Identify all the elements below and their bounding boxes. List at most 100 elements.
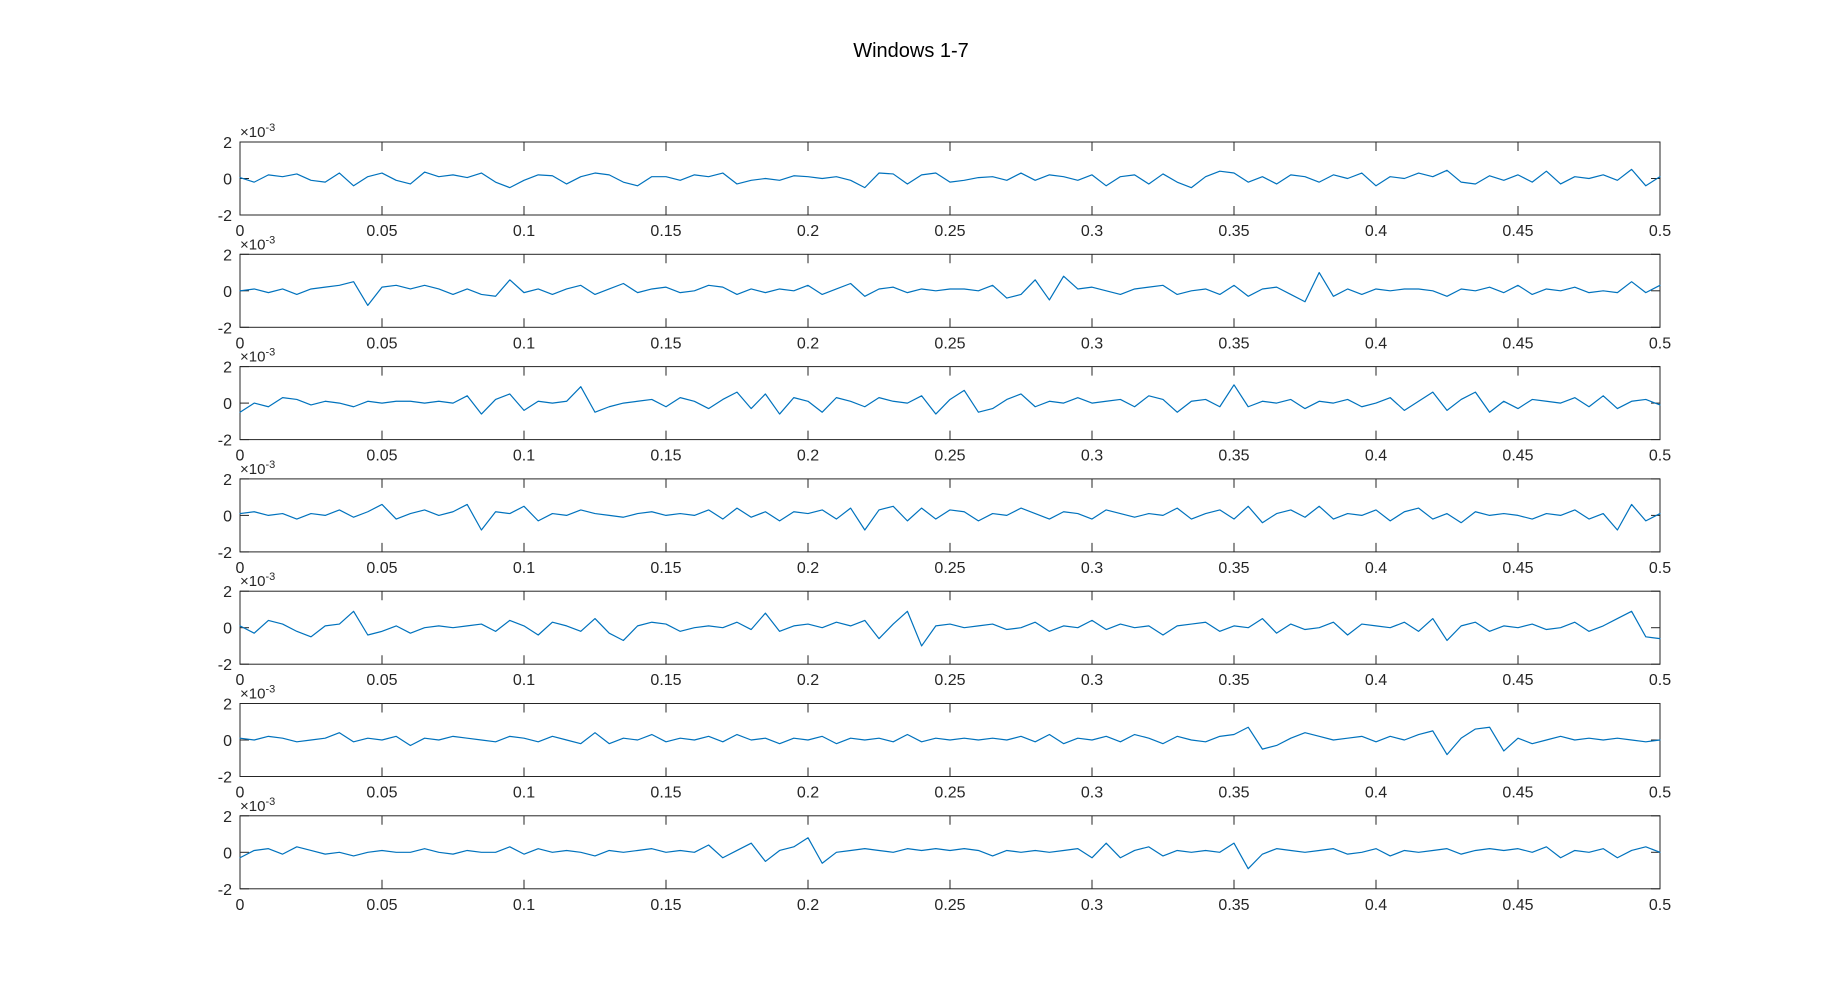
y-tick-label: 0: [223, 396, 232, 413]
y-tick-label: 2: [223, 360, 232, 377]
x-tick-label: 0.15: [650, 785, 681, 802]
x-tick-label: 0: [236, 335, 245, 352]
y-tick-label: 2: [223, 584, 232, 601]
x-tick-label: 0.5: [1649, 672, 1671, 689]
x-tick-label: 0.25: [934, 672, 965, 689]
x-tick-label: 0.45: [1502, 785, 1533, 802]
x-tick-label: 0.2: [797, 223, 819, 240]
x-tick-label: 0.15: [650, 335, 681, 352]
axes-box: [239, 141, 1661, 216]
subplot-6: 0 0.05 0.1 0.15 0.2 0.25 0.3 0.35 0.4 0.45 0.5-202…: [218, 684, 1671, 802]
x-tick-label: 0.2: [797, 448, 819, 465]
x-tick-label: 0.3: [1081, 672, 1103, 689]
x-tick-label: 0.45: [1502, 448, 1533, 465]
x-tick-label: 0.15: [650, 223, 681, 240]
y-exponent-label: ×10-3: [240, 796, 275, 815]
x-tick-label: 0.15: [650, 448, 681, 465]
y-exponent-label: ×10-3: [240, 459, 275, 478]
x-tick-label: 0.1: [513, 897, 535, 914]
x-tick-label: 0.05: [366, 897, 397, 914]
x-tick-label: 0.1: [513, 672, 535, 689]
y-tick-label: -2: [218, 433, 232, 450]
x-tick-label: 0.5: [1649, 897, 1671, 914]
axes-box: [239, 815, 1661, 890]
y-tick-label: -2: [218, 882, 232, 899]
x-tick-label: 0.5: [1649, 560, 1671, 577]
x-tick-label: 0.5: [1649, 335, 1671, 352]
y-tick-label: 0: [223, 284, 232, 301]
axes-box: [239, 253, 1661, 328]
y-tick-label: 0: [223, 508, 232, 525]
x-tick-label: 0.1: [513, 223, 535, 240]
x-tick-label: 0.25: [934, 335, 965, 352]
x-tick-label: 0.35: [1218, 335, 1249, 352]
y-tick-label: 0: [223, 172, 232, 189]
x-tick-label: 0.35: [1218, 785, 1249, 802]
y-tick-label: -2: [218, 545, 232, 562]
x-tick-label: 0.2: [797, 672, 819, 689]
x-tick-label: 0: [236, 448, 245, 465]
y-exponent-label: ×10-3: [240, 347, 275, 366]
x-tick-label: 0.3: [1081, 448, 1103, 465]
subplot-5: 0 0.05 0.1 0.15 0.2 0.25 0.3 0.35 0.4 0.45 0.5-202…: [218, 571, 1671, 689]
series-line-1: [239, 837, 1661, 870]
y-tick-label: 2: [223, 697, 232, 714]
x-tick-label: 0.45: [1502, 335, 1533, 352]
x-tick-label: 0.2: [797, 785, 819, 802]
subplot-7: 0 0.05 0.1 0.15 0.2 0.25 0.3 0.35 0.4 0.45 0.5-202…: [218, 796, 1671, 914]
x-tick-label: 0.05: [366, 448, 397, 465]
y-tick-label: 2: [223, 135, 232, 152]
x-tick-label: 0.35: [1218, 897, 1249, 914]
x-tick-label: 0.35: [1218, 560, 1249, 577]
x-tick-label: 0.05: [366, 223, 397, 240]
x-tick-label: 0.25: [934, 897, 965, 914]
subplot-2: 0 0.05 0.1 0.15 0.2 0.25 0.3 0.35 0.4 0.45 0.5-202…: [218, 234, 1671, 352]
x-tick-label: 0.3: [1081, 223, 1103, 240]
figure-title: Windows 1-7: [853, 40, 969, 62]
x-tick-label: 0.15: [650, 672, 681, 689]
y-tick-label: 0: [223, 845, 232, 862]
x-tick-label: 0.15: [650, 897, 681, 914]
y-exponent-label: ×10-3: [240, 571, 275, 590]
x-tick-label: 0.4: [1365, 448, 1387, 465]
subplot-panels: 0 0.05 0.1 0.15 0.2 0.25 0.3 0.35 0.4 0.45 0.5-202…: [218, 122, 1671, 914]
series-line-1: [239, 610, 1661, 647]
x-tick-label: 0.05: [366, 785, 397, 802]
y-exponent-label: ×10-3: [240, 122, 275, 141]
axes-box: [239, 478, 1661, 553]
x-tick-label: 0.5: [1649, 785, 1671, 802]
x-tick-label: 0.25: [934, 785, 965, 802]
series-line-1: [239, 168, 1661, 189]
y-exponent-label: ×10-3: [240, 234, 275, 253]
x-tick-label: 0.05: [366, 672, 397, 689]
x-tick-label: 0.1: [513, 785, 535, 802]
subplot-1: 0 0.05 0.1 0.15 0.2 0.25 0.3 0.35 0.4 0.45 0.5-202…: [218, 122, 1671, 240]
series-line-1: [239, 384, 1661, 415]
x-tick-label: 0.4: [1365, 785, 1387, 802]
x-tick-label: 0.4: [1365, 335, 1387, 352]
x-tick-label: 0.1: [513, 560, 535, 577]
x-tick-label: 0.4: [1365, 223, 1387, 240]
x-tick-label: 0.25: [934, 560, 965, 577]
x-tick-label: 0.05: [366, 560, 397, 577]
x-tick-label: 0.05: [366, 335, 397, 352]
x-tick-label: 0.5: [1649, 223, 1671, 240]
x-tick-label: 0.4: [1365, 897, 1387, 914]
series-line-1: [239, 726, 1661, 756]
x-tick-label: 0: [236, 785, 245, 802]
x-tick-label: 0: [236, 223, 245, 240]
y-tick-label: 2: [223, 247, 232, 264]
x-tick-label: 0.5: [1649, 448, 1671, 465]
y-tick-label: -2: [218, 208, 232, 225]
x-tick-label: 0.4: [1365, 672, 1387, 689]
x-tick-label: 0.35: [1218, 672, 1249, 689]
x-tick-label: 0.45: [1502, 560, 1533, 577]
series-line-1: [239, 503, 1661, 531]
x-tick-label: 0.3: [1081, 335, 1103, 352]
x-tick-label: 0.4: [1365, 560, 1387, 577]
x-tick-label: 0.35: [1218, 448, 1249, 465]
y-tick-label: 0: [223, 733, 232, 750]
x-tick-label: 0.3: [1081, 785, 1103, 802]
x-tick-label: 0: [236, 672, 245, 689]
